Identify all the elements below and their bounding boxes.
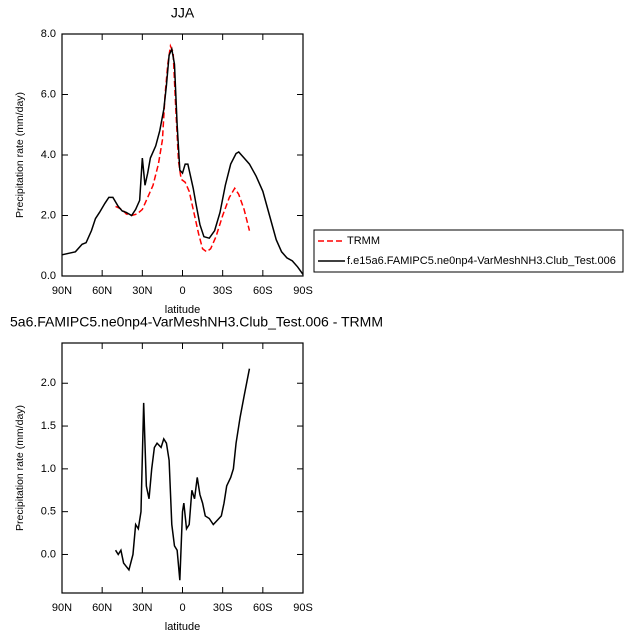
- x-tick-label: 30S: [213, 285, 233, 297]
- data-line: [114, 368, 251, 581]
- y-tick-label: 6.0: [41, 88, 56, 100]
- x-tick-label: 90S: [293, 285, 313, 297]
- data-line: [115, 43, 251, 253]
- x-tick-label: 30S: [213, 602, 233, 614]
- chart-title: JJA: [171, 5, 195, 21]
- legend-label: f.e15a6.FAMIPC5.ne0np4-VarMeshNH3.Club_T…: [347, 255, 616, 267]
- y-tick-label: 1.5: [41, 420, 56, 432]
- y-axis-label: Precipitation rate (mm/day): [14, 405, 26, 531]
- x-axis-label: latitude: [165, 621, 200, 633]
- x-tick-label: 60S: [253, 602, 273, 614]
- y-tick-label: 0.0: [41, 548, 56, 560]
- x-tick-label: 30N: [132, 285, 152, 297]
- y-axis-label: Precipitation rate (mm/day): [14, 92, 26, 218]
- x-tick-label: 30N: [132, 602, 152, 614]
- x-tick-label: 90S: [293, 602, 313, 614]
- plot-frame: [61, 33, 304, 277]
- x-tick-label: 0: [179, 285, 185, 297]
- legend-box: [313, 229, 624, 273]
- data-line: [61, 46, 304, 275]
- y-tick-label: 2.0: [41, 209, 56, 221]
- y-tick-label: 8.0: [41, 28, 56, 40]
- x-tick-label: 60S: [253, 285, 273, 297]
- x-tick-label: 90N: [52, 285, 72, 297]
- x-axis-label: latitude: [165, 304, 200, 316]
- y-tick-label: 0.0: [41, 270, 56, 282]
- chart-title: 5a6.FAMIPC5.ne0np4-VarMeshNH3.Club_Test.…: [10, 314, 383, 330]
- y-tick-label: 1.0: [41, 463, 56, 475]
- x-tick-label: 0: [179, 602, 185, 614]
- y-tick-label: 4.0: [41, 149, 56, 161]
- legend-label: TRMM: [347, 235, 380, 247]
- plot-frame: [61, 342, 304, 594]
- y-tick-label: 0.5: [41, 506, 56, 518]
- x-tick-label: 60N: [92, 602, 112, 614]
- y-tick-label: 2.0: [41, 377, 56, 389]
- x-tick-label: 60N: [92, 285, 112, 297]
- x-tick-label: 90N: [52, 602, 72, 614]
